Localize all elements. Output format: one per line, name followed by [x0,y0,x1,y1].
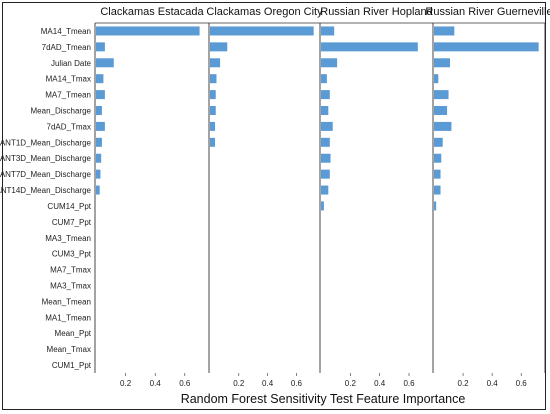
feature-label-julian-date: Julian Date [51,59,92,68]
bar-russian-river-guerneville-julian-date [434,58,450,68]
bar-clackamas-estacada-ma14-tmax [96,74,104,84]
x-tick-label-russian-river-guerneville-0-6: 0.6 [516,379,528,388]
feature-label-ma7-tmax: MA7_Tmax [50,266,91,275]
bar-clackamas-estacada-julian-date [96,58,114,68]
x-tick-label-clackamas-oregon-city-0-6: 0.6 [291,379,303,388]
panel-russian-river-hopland: Russian River Hopland 0.2 0.4 0.6 [320,6,433,388]
bar-russian-river-guerneville-mean-discharge [434,106,448,115]
feature-label-mean-tmax: Mean_Tmax [47,345,91,354]
bar-clackamas-estacada-ma14-tmean [96,26,200,36]
feature-label-cum7-ppt: CUM7_Ppt [52,218,92,227]
x-tick-label-russian-river-hopland-0-2: 0.2 [345,379,357,388]
bar-clackamas-estacada-mean-discharge [96,106,102,115]
bar-clackamas-estacada-ma7-tmean [96,90,105,100]
feature-label-ma14-tmean: MA14_Tmean [41,27,91,36]
bar-clackamas-oregon-city-ma14-tmean [210,26,314,36]
bar-russian-river-guerneville-ant3d-mean-discharge [434,153,442,163]
feature-label-7dad-tmax: 7dAD_Tmax [47,122,91,131]
x-tick-label-russian-river-guerneville-0-2: 0.2 [458,379,470,388]
panel-title-russian-river-hopland: Russian River Hopland [320,6,433,18]
feature-label-mean-discharge: Mean_Discharge [31,107,92,116]
bar-russian-river-guerneville-ant14d-mean-discharge [434,185,441,195]
bar-clackamas-oregon-city-7dad-tmean [210,42,228,52]
feature-label-ma7-tmean: MA7_Tmean [45,91,91,100]
bar-russian-river-hopland-ant1d-mean-discharge [321,137,330,147]
x-tick-label-russian-river-guerneville-0-4: 0.4 [487,379,499,388]
bar-clackamas-estacada-ant14d-mean-discharge [96,185,100,195]
feature-label-ant14d-mean-discharge: ANT14D_Mean_Discharge [0,186,92,195]
feature-label-ma3-tmax: MA3_Tmax [50,282,91,291]
bar-russian-river-hopland-julian-date [321,58,338,68]
feature-label-cum1-ppt: CUM1_Ppt [52,361,92,370]
bar-russian-river-guerneville-7dad-tmax [434,121,452,131]
panel-russian-river-guerneville: Russian River Guerneville 0.2 0.4 0.6 [425,6,550,388]
bar-clackamas-oregon-city-mean-discharge [210,106,216,115]
bar-russian-river-guerneville-ma14-tmax [434,74,439,84]
bar-russian-river-hopland-7dad-tmean [321,42,418,52]
bar-clackamas-estacada-7dad-tmean [96,42,105,52]
feature-label-mean-ppt: Mean_Ppt [55,329,92,338]
panel-title-clackamas-oregon-city: Clackamas Oregon City [206,6,323,18]
x-tick-label-clackamas-estacada-0-2: 0.2 [120,379,132,388]
bar-russian-river-guerneville-ma7-tmean [434,90,449,100]
bar-russian-river-hopland-ant7d-mean-discharge [321,169,330,179]
panel-clackamas-oregon-city: Clackamas Oregon City 0.2 0.4 0.6 [206,6,323,388]
feature-label-cum3-ppt: CUM3_Ppt [52,250,92,259]
feature-label-mean-tmean: Mean_Tmean [42,297,91,306]
bar-russian-river-hopland-mean-discharge [321,106,329,115]
bar-russian-river-guerneville-cum14-ppt [434,201,437,211]
bar-russian-river-hopland-ant14d-mean-discharge [321,185,329,195]
bar-russian-river-guerneville-ma14-tmean [434,26,455,36]
feature-label-ma14-tmax: MA14_Tmax [46,75,91,84]
bar-clackamas-oregon-city-julian-date [210,58,221,68]
bar-russian-river-hopland-ma14-tmean [321,26,335,36]
feature-label-ant3d-mean-discharge: ANT3D_Mean_Discharge [0,154,92,163]
feature-label-ant1d-mean-discharge: ANT1D_Mean_Discharge [0,138,92,147]
bar-russian-river-guerneville-ant1d-mean-discharge [434,137,443,147]
bar-clackamas-estacada-7dad-tmax [96,121,105,131]
panel-title-clackamas-estacada: Clackamas Estacada [100,6,204,18]
bar-russian-river-hopland-cum14-ppt [321,201,324,211]
bar-russian-river-guerneville-7dad-tmean [434,42,539,52]
panel-title-russian-river-guerneville: Russian River Guerneville [425,6,550,18]
x-tick-label-russian-river-hopland-0-4: 0.4 [374,379,386,388]
bar-clackamas-oregon-city-ma14-tmax [210,74,217,84]
bar-clackamas-oregon-city-ant1d-mean-discharge [210,137,216,147]
bar-russian-river-guerneville-ant7d-mean-discharge [434,169,441,179]
feature-label-cum14-ppt: CUM14_Ppt [47,202,91,211]
bar-russian-river-hopland-ant3d-mean-discharge [321,153,331,163]
bar-russian-river-hopland-7dad-tmax [321,121,333,131]
feature-label-ant7d-mean-discharge: ANT7D_Mean_Discharge [0,170,92,179]
bar-russian-river-hopland-ma14-tmax [321,74,327,84]
bar-clackamas-oregon-city-ma7-tmean [210,90,216,100]
x-tick-label-clackamas-estacada-0-4: 0.4 [150,379,162,388]
panel-clackamas-estacada: Clackamas Estacada 0.2 0.4 0.6 [96,6,205,388]
bar-russian-river-hopland-ma7-tmean [321,90,330,100]
bar-clackamas-estacada-ant1d-mean-discharge [96,137,102,147]
bar-clackamas-estacada-ant3d-mean-discharge [96,153,102,163]
x-tick-label-clackamas-estacada-0-6: 0.6 [179,379,191,388]
bar-clackamas-oregon-city-7dad-tmax [210,121,216,131]
x-tick-label-clackamas-oregon-city-0-4: 0.4 [262,379,274,388]
feature-label-7dad-tmean: 7dAD_Tmean [42,43,91,52]
x-tick-label-clackamas-oregon-city-0-2: 0.2 [233,379,245,388]
x-axis-title: Random Forest Sensitivity Test Feature I… [181,392,466,406]
feature-labels: MA14_Tmean 7dAD_Tmean Julian Date MA14_Tmax… [0,27,92,370]
chart-frame [2,2,546,410]
feature-label-ma1-tmean: MA1_Tmean [45,313,91,322]
x-tick-label-russian-river-hopland-0-6: 0.6 [403,379,415,388]
feature-label-ma3-tmean: MA3_Tmean [45,234,91,243]
bar-clackamas-estacada-ant7d-mean-discharge [96,169,101,179]
